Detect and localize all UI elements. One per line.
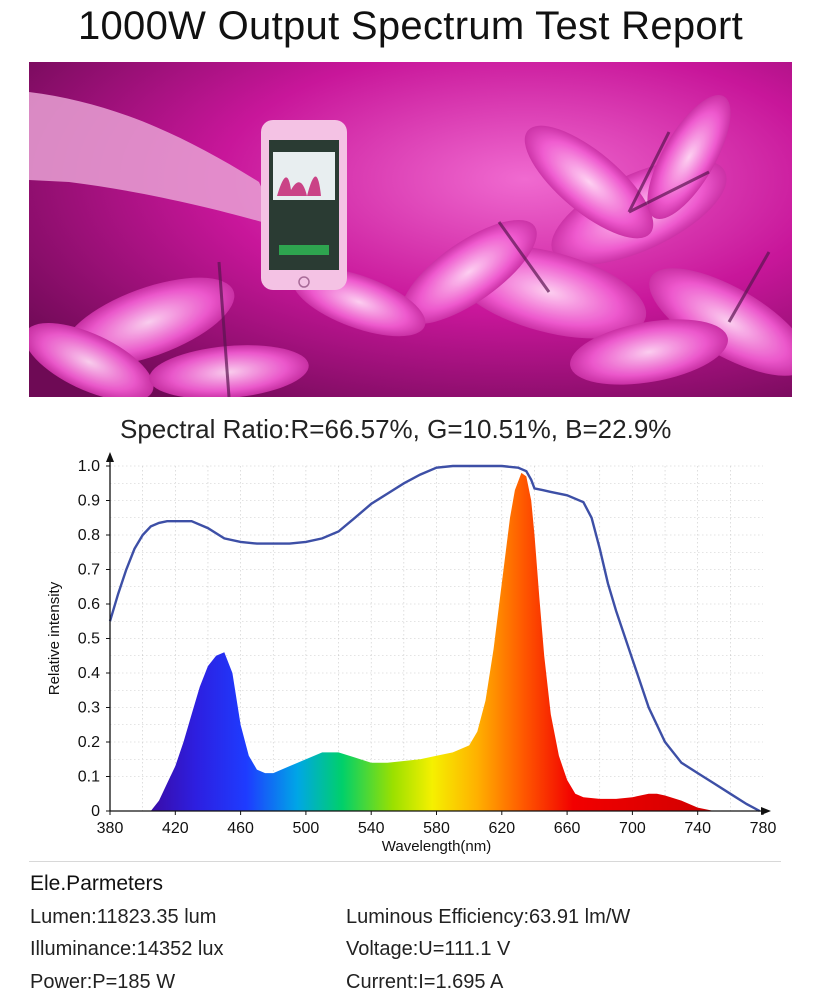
y-axis-arrow [106, 452, 114, 462]
x-tick-label: 500 [293, 820, 320, 837]
x-tick-label: 660 [554, 820, 581, 837]
x-tick-label: 460 [227, 820, 254, 837]
y-tick-label: 0.4 [78, 665, 100, 682]
y-tick-label: 0.6 [78, 596, 100, 613]
x-axis-arrow [761, 807, 771, 815]
report-title: 1000W Output Spectrum Test Report [77, 4, 744, 48]
y-tick-label: 0.7 [78, 562, 100, 579]
lumen-value: Lumen:11823.35 lum [30, 906, 217, 928]
y-tick-labels: 0 0.1 0.2 0.3 0.4 0.5 0.6 0.7 0.8 0.9 1.0 [78, 458, 110, 820]
illuminance-value: Illuminance:14352 lux [30, 938, 224, 960]
phone [261, 120, 347, 290]
y-axis-title: Relative intensity [46, 581, 63, 695]
x-tick-label: 780 [750, 820, 777, 837]
x-tick-label: 620 [488, 820, 515, 837]
params-heading: Ele.Parmeters [30, 872, 164, 895]
y-tick-label: 1.0 [78, 458, 100, 475]
x-tick-label: 420 [162, 820, 189, 837]
y-tick-label: 0.2 [78, 734, 100, 751]
voltage-value: Voltage:U=111.1 V [346, 938, 511, 960]
x-tick-label: 540 [358, 820, 385, 837]
y-tick-label: 0.9 [78, 493, 100, 510]
y-tick-label: 0 [91, 803, 100, 820]
spectrum-area [150, 472, 715, 811]
current-value: Current:I=1.695 A [346, 971, 504, 993]
x-tick-labels: 380 420 460 500 540 580 620 660 700 740 780 [97, 811, 777, 837]
x-tick-label: 740 [684, 820, 711, 837]
y-tick-label: 0.5 [78, 631, 100, 648]
y-tick-label: 0.3 [78, 700, 100, 717]
power-value: Power:P=185 W [30, 971, 176, 993]
relative-curve-line [108, 464, 761, 813]
grid [110, 465, 763, 811]
flower-photo-illustration [29, 62, 792, 397]
x-axis-title: Wavelength(nm) [382, 838, 491, 855]
x-tick-label: 380 [97, 820, 124, 837]
section-divider [29, 861, 781, 862]
efficiency-value: Luminous Efficiency:63.91 lm/W [346, 906, 631, 928]
x-tick-label: 580 [423, 820, 450, 837]
spectrum-chart: 0 0.1 0.2 0.3 0.4 0.5 0.6 0.7 0.8 0.9 1.0 380 420 46… [46, 452, 777, 855]
y-tick-label: 0.1 [78, 769, 100, 786]
spectral-ratio: Spectral Ratio:R=66.57%, G=10.51%, B=22.… [120, 414, 672, 444]
x-tick-label: 700 [619, 820, 646, 837]
product-photo [29, 62, 792, 397]
y-tick-label: 0.8 [78, 527, 100, 544]
